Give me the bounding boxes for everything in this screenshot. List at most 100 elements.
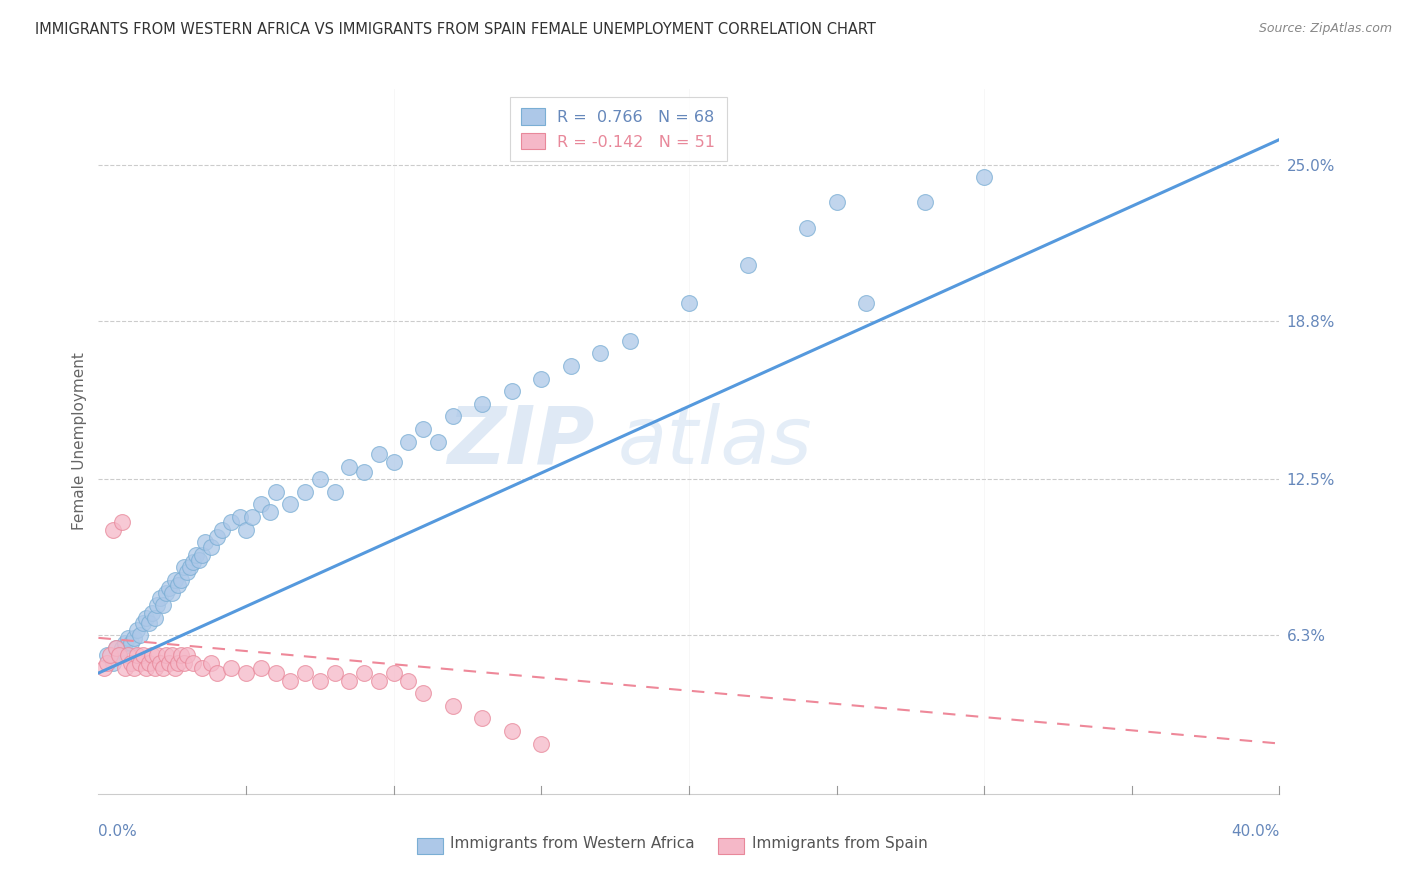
Point	[128, 628, 150, 642]
Point	[235, 523, 257, 537]
Point	[412, 686, 434, 700]
Point	[353, 465, 375, 479]
Point	[221, 515, 243, 529]
Point	[294, 666, 316, 681]
Point	[280, 673, 302, 688]
Point	[120, 636, 142, 650]
Point	[165, 573, 187, 587]
Point	[143, 611, 166, 625]
Point	[471, 711, 494, 725]
Point	[914, 195, 936, 210]
Point	[132, 648, 155, 663]
Point	[398, 434, 420, 449]
Point	[250, 498, 273, 512]
Text: Immigrants from Spain: Immigrants from Spain	[752, 836, 928, 851]
Point	[138, 615, 160, 630]
Point	[441, 698, 464, 713]
Point	[155, 585, 177, 599]
Point	[122, 661, 145, 675]
Point	[855, 296, 877, 310]
Point	[128, 656, 150, 670]
Point	[200, 541, 222, 555]
Point	[176, 566, 198, 580]
Point	[589, 346, 612, 360]
Point	[259, 505, 281, 519]
Point	[149, 591, 172, 605]
Point	[382, 666, 405, 681]
Point	[173, 656, 195, 670]
Text: 40.0%: 40.0%	[1232, 824, 1279, 839]
Point	[194, 535, 217, 549]
Point	[825, 195, 848, 210]
Point	[501, 384, 523, 399]
Text: Source: ZipAtlas.com: Source: ZipAtlas.com	[1258, 22, 1392, 36]
Point	[309, 472, 332, 486]
Point	[135, 611, 157, 625]
Point	[167, 656, 190, 670]
Y-axis label: Female Unemployment: Female Unemployment	[72, 352, 87, 531]
Point	[191, 661, 214, 675]
Text: IMMIGRANTS FROM WESTERN AFRICA VS IMMIGRANTS FROM SPAIN FEMALE UNEMPLOYMENT CORR: IMMIGRANTS FROM WESTERN AFRICA VS IMMIGR…	[35, 22, 876, 37]
Point	[368, 673, 391, 688]
Point	[280, 498, 302, 512]
Point	[205, 666, 228, 681]
Point	[323, 484, 346, 499]
Point	[125, 648, 148, 663]
Point	[309, 673, 332, 688]
Point	[501, 723, 523, 738]
Point	[412, 422, 434, 436]
Point	[141, 606, 163, 620]
Point	[179, 560, 201, 574]
Point	[323, 666, 346, 681]
Point	[122, 631, 145, 645]
Point	[167, 578, 190, 592]
Point	[796, 220, 818, 235]
Point	[114, 636, 136, 650]
Point	[152, 661, 174, 675]
Point	[530, 371, 553, 385]
Point	[229, 510, 252, 524]
Point	[294, 484, 316, 499]
Point	[973, 170, 995, 185]
Point	[132, 615, 155, 630]
Point	[120, 656, 142, 670]
Point	[96, 656, 118, 670]
Point	[93, 661, 115, 675]
Legend: R =  0.766   N = 68, R = -0.142   N = 51: R = 0.766 N = 68, R = -0.142 N = 51	[509, 97, 727, 161]
Point	[125, 624, 148, 638]
Point	[105, 640, 128, 655]
Point	[105, 640, 128, 655]
Point	[170, 573, 193, 587]
Point	[441, 409, 464, 424]
Point	[264, 666, 287, 681]
Point	[235, 666, 257, 681]
Point	[157, 656, 180, 670]
Text: 0.0%: 0.0%	[98, 824, 138, 839]
Point	[96, 648, 118, 663]
Point	[162, 648, 183, 663]
Point	[141, 648, 163, 663]
Point	[471, 397, 494, 411]
Point	[157, 581, 180, 595]
Point	[427, 434, 450, 449]
Point	[200, 656, 222, 670]
Point	[146, 648, 169, 663]
Point	[560, 359, 582, 373]
Point	[165, 661, 187, 675]
Point	[114, 661, 136, 675]
Point	[176, 648, 198, 663]
Point	[111, 515, 134, 529]
Point	[184, 548, 207, 562]
Point	[530, 737, 553, 751]
Point	[619, 334, 641, 348]
Point	[138, 656, 160, 670]
Point	[240, 510, 263, 524]
Point	[737, 259, 759, 273]
Point	[368, 447, 391, 461]
Point	[398, 673, 420, 688]
Point	[146, 598, 169, 612]
Point	[143, 661, 166, 675]
Point	[170, 648, 193, 663]
Point	[211, 523, 233, 537]
Point	[173, 560, 195, 574]
